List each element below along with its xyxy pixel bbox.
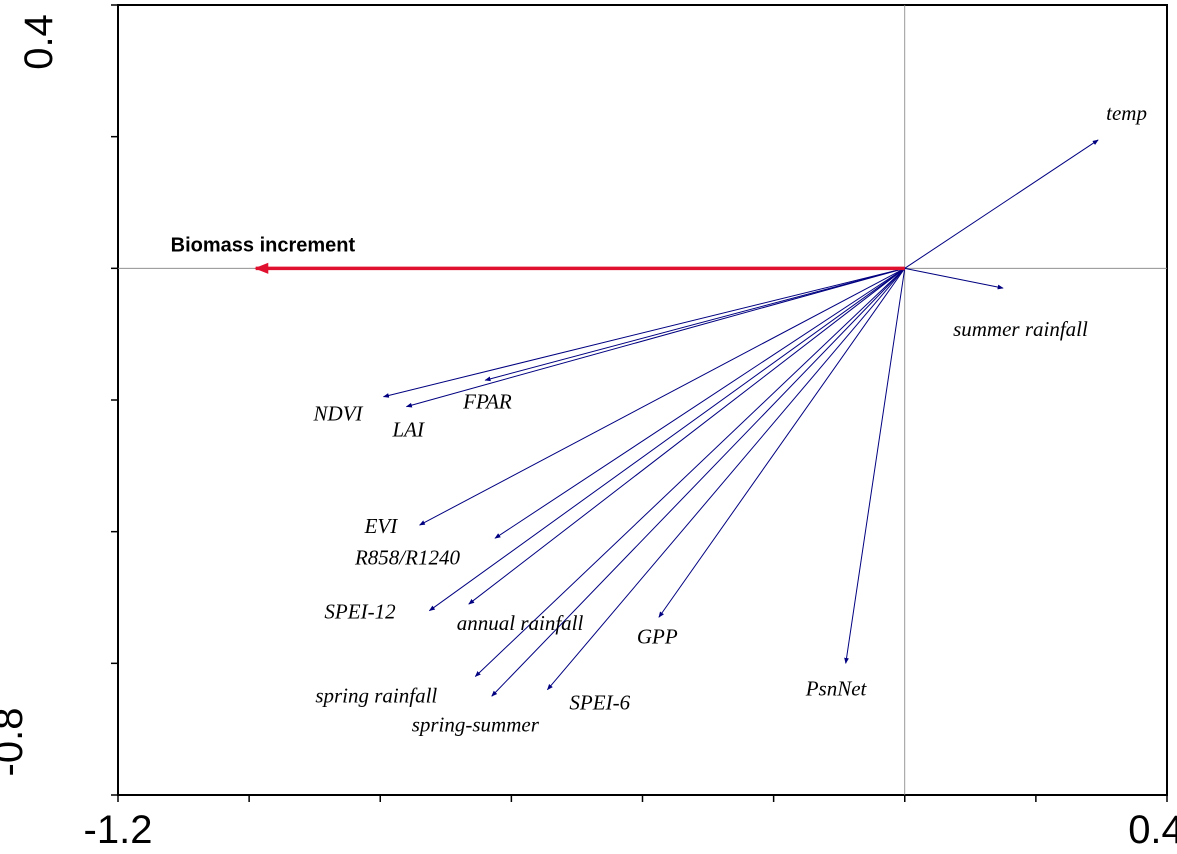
label-gpp: GPP — [637, 624, 678, 648]
vector-ndvi — [382, 267, 905, 398]
label-temp: temp — [1106, 101, 1147, 125]
vector-evi — [419, 267, 905, 526]
label-annual-rainfall: annual rainfall — [457, 611, 584, 635]
label-psnnet: PsnNet — [805, 676, 868, 700]
vector-summer-rainfall — [904, 267, 1004, 290]
label-spring-summer: spring-summer — [412, 712, 540, 736]
label-spei-6: SPEI-6 — [569, 691, 630, 715]
vector-spring-rainfall — [474, 267, 906, 677]
variable-labels: temp summer rainfall NDVI FPAR LAI EVI R858/R1… — [313, 101, 1147, 736]
label-summer-rainfall: summer rainfall — [953, 317, 1088, 341]
vector-annual-rainfall — [468, 267, 906, 605]
reference-lines — [118, 5, 1167, 795]
label-biomass-increment: Biomass increment — [171, 234, 356, 256]
label-fpar: FPAR — [462, 389, 512, 413]
label-evi: EVI — [364, 514, 399, 538]
label-lai: LAI — [391, 418, 425, 442]
label-r858-r1240: R858/R1240 — [354, 545, 460, 569]
vector-lai — [405, 267, 905, 408]
y-tick-label-min: -0.8 — [0, 708, 31, 777]
vector-r858-r1240 — [494, 267, 906, 539]
vector-psnnet — [844, 268, 906, 664]
vector-temp — [904, 139, 1099, 269]
label-spring-rainfall: spring rainfall — [315, 684, 437, 708]
response-vector: Biomass increment — [171, 234, 905, 274]
variable-vectors — [382, 139, 1099, 697]
plot-frame — [117, 4, 1168, 796]
vector-spei-12 — [428, 267, 906, 612]
axis-ticks — [111, 4, 1168, 802]
label-ndvi: NDVI — [313, 402, 364, 426]
vector-fpar — [484, 267, 905, 382]
x-tick-label-min: -1.2 — [84, 808, 153, 852]
vector-spring-summer — [491, 267, 906, 697]
vector-spei-6 — [547, 268, 906, 691]
y-tick-label-max: 0.4 — [17, 14, 61, 70]
vector-gpp — [658, 268, 906, 618]
x-tick-label-max: 0.4 — [1128, 808, 1177, 852]
label-spei-12: SPEI-12 — [324, 600, 396, 624]
